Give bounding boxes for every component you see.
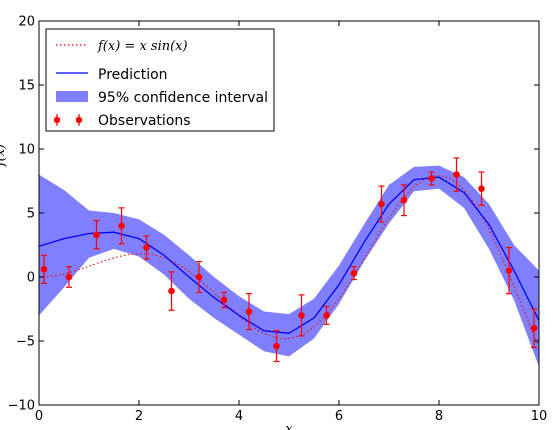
- y-tick-label: 15: [18, 79, 35, 94]
- observation-point: [93, 231, 100, 239]
- x-tick-label: 0: [35, 409, 43, 424]
- legend-observations-label: Observations: [98, 113, 191, 129]
- observation-point: [400, 196, 408, 204]
- observation-point: [428, 175, 435, 182]
- x-tick-label: 4: [235, 409, 243, 424]
- x-tick-label: 10: [531, 409, 548, 424]
- y-tick-label: −5: [16, 335, 35, 350]
- observation-point: [530, 324, 538, 332]
- legend-true-function-label: f(x) = x sin(x): [97, 39, 188, 54]
- observation-point: [323, 312, 330, 319]
- legend-interval-swatch: [56, 91, 88, 102]
- observation-point: [453, 171, 460, 178]
- x-tick-label: 6: [335, 409, 343, 424]
- y-axis-label: f(x): [0, 144, 8, 167]
- legend-box: [45, 28, 275, 132]
- observation-point: [220, 296, 228, 304]
- observation-point: [40, 266, 48, 273]
- legend-interval-label: 95% confidence interval: [98, 90, 268, 106]
- observation-point: [65, 273, 73, 281]
- observation-point: [505, 267, 513, 274]
- observation-point: [118, 222, 125, 230]
- plot-clip-group: [39, 157, 539, 367]
- legend-prediction-label: Prediction: [98, 67, 168, 83]
- y-tick-label: −10: [8, 399, 35, 414]
- observation-point: [195, 273, 203, 281]
- true-function-line: [39, 175, 539, 347]
- observation-point: [298, 312, 305, 319]
- prediction-line: [39, 176, 539, 334]
- y-tick-label: 5: [27, 207, 35, 222]
- y-tick-label: 20: [18, 15, 35, 30]
- legend-observations-marker-left: [53, 116, 61, 124]
- observation-point: [350, 269, 358, 277]
- y-tick-label: 0: [27, 271, 35, 286]
- y-tick-label: 10: [18, 143, 35, 158]
- x-tick-label: 8: [435, 409, 443, 424]
- observation-point: [478, 185, 485, 192]
- observation-point: [245, 308, 253, 315]
- observation-point: [378, 200, 385, 208]
- observation-point: [273, 342, 280, 350]
- legend-observations-marker-right: [75, 116, 83, 124]
- x-axis-label: x: [285, 422, 293, 430]
- x-tick-label: 2: [135, 409, 143, 424]
- observation-point: [168, 287, 175, 295]
- legend: f(x) = x sin(x) Prediction 95% confidenc…: [45, 28, 275, 132]
- confidence-interval-band: [39, 165, 539, 367]
- observation-point: [143, 244, 150, 251]
